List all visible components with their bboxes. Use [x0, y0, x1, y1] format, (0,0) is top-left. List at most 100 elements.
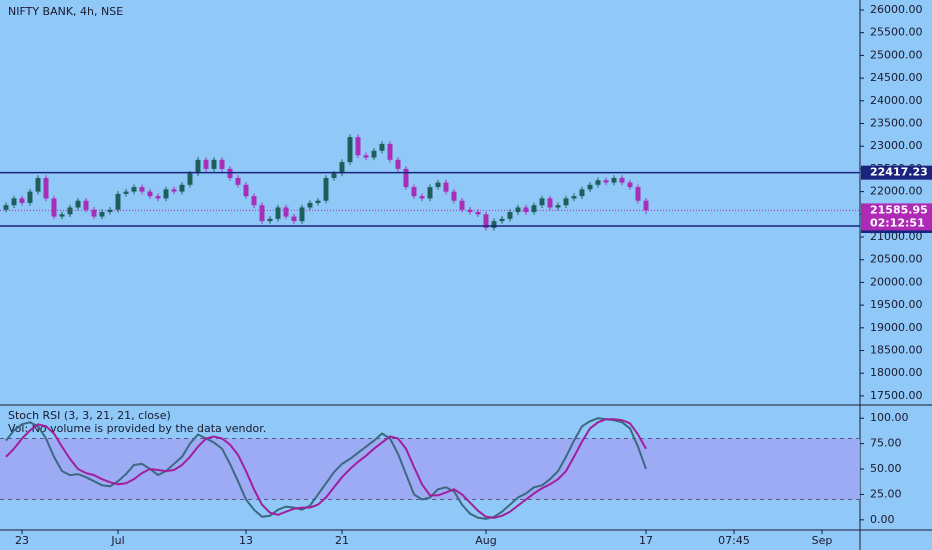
y-tick-label: 50.00 [870, 462, 902, 475]
y-tick-label: 75.00 [870, 437, 902, 450]
candle-body [451, 191, 457, 201]
candle-body [171, 189, 177, 192]
x-tick-label: 13 [239, 534, 253, 547]
candle-body [635, 187, 641, 201]
candle-body [531, 205, 537, 213]
candle-body [19, 198, 25, 203]
y-tick-label: 100.00 [870, 411, 909, 424]
candle-body [587, 184, 593, 190]
candle-body [379, 143, 385, 151]
candle-body [179, 184, 185, 192]
y-tick-label: 22000.00 [870, 185, 923, 198]
level-label: 22417.23 [870, 166, 928, 179]
candle-body [123, 191, 129, 194]
candle-body [323, 177, 329, 201]
candle-body [563, 198, 569, 206]
y-tick-label: 18000.00 [870, 366, 923, 379]
y-tick-label: 18500.00 [870, 344, 923, 357]
chart-title: NIFTY BANK, 4h, NSE [8, 5, 123, 18]
candle-body [371, 150, 377, 158]
candle-body [299, 207, 305, 222]
band-fill [0, 438, 860, 500]
candle-body [483, 214, 489, 228]
candle-body [411, 187, 417, 197]
candle-body [339, 162, 345, 174]
indicator-line [5, 417, 647, 520]
candle-body [211, 159, 217, 169]
candle-body [59, 214, 65, 217]
candle-body [435, 182, 441, 188]
y-tick-label: 24500.00 [870, 71, 923, 84]
candle-body [643, 200, 649, 211]
candle-body [387, 143, 393, 160]
candle-body [515, 207, 521, 213]
candle-body [115, 193, 121, 210]
indicator-title: Stoch RSI (3, 3, 21, 21, close) [8, 409, 171, 422]
candle-body [11, 198, 17, 206]
y-tick-label: 24000.00 [870, 94, 923, 107]
candle-body [27, 191, 33, 203]
candle-body [75, 200, 81, 208]
candle-body [403, 168, 409, 188]
candle-body [619, 177, 625, 183]
candle-body [139, 187, 145, 192]
y-tick-label: 21000.00 [870, 230, 923, 243]
candle-body [331, 173, 337, 178]
candle-body [307, 202, 313, 208]
candle-body [539, 198, 545, 206]
last-price-label: 21585.95 [870, 203, 928, 216]
candle-body [443, 182, 449, 192]
x-tick-label: 23 [15, 534, 29, 547]
candle-body [571, 196, 577, 199]
candle-body [283, 207, 289, 217]
candle-body [267, 218, 273, 222]
candle-body [459, 200, 465, 210]
candle-body [259, 205, 265, 222]
candle-body [35, 177, 41, 192]
candle-body [235, 177, 241, 185]
y-tick-label: 25000.00 [870, 48, 923, 61]
x-tick-label: 07:45 [718, 534, 750, 547]
x-tick-label: 17 [639, 534, 653, 547]
candle-body [155, 196, 161, 199]
candle-body [227, 168, 233, 178]
candle-body [547, 198, 553, 208]
candle-body [203, 159, 209, 169]
candle-body [51, 198, 57, 217]
y-tick-label: 26000.00 [870, 3, 923, 16]
candle-body [627, 182, 633, 188]
last-price-bg [861, 203, 932, 231]
candle-body [467, 209, 473, 213]
candle-body [347, 137, 353, 163]
indicator-note: Vol: No volume is provided by the data v… [8, 422, 266, 435]
candle-body [195, 159, 201, 174]
x-tick-label: Sep [812, 534, 833, 547]
candle-body [163, 189, 169, 199]
y-tick-label: 25500.00 [870, 26, 923, 39]
candle-body [579, 189, 585, 197]
candle-body [147, 191, 153, 197]
y-tick-label: 19000.00 [870, 321, 923, 334]
candle-body [427, 187, 433, 199]
x-tick-label: 21 [335, 534, 349, 547]
y-tick-label: 20500.00 [870, 253, 923, 266]
candle-body [363, 155, 369, 158]
y-tick-label: 19500.00 [870, 298, 923, 311]
candle-body [3, 205, 9, 210]
candle-body [291, 216, 297, 222]
countdown-label: 02:12:51 [870, 216, 925, 229]
y-tick-label: 17500.00 [870, 389, 923, 402]
candle-body [355, 137, 361, 156]
candle-body [243, 184, 249, 197]
x-tick-label: Jul [110, 534, 124, 547]
candle-body [187, 173, 193, 185]
candle-body [131, 187, 137, 192]
y-tick-label: 25.00 [870, 487, 902, 500]
candle-body [251, 196, 257, 206]
candle-body [499, 218, 505, 222]
candle-body [219, 159, 225, 169]
candle-body [67, 207, 73, 215]
candle-body [523, 207, 529, 213]
y-tick-label: 0.00 [870, 513, 895, 526]
